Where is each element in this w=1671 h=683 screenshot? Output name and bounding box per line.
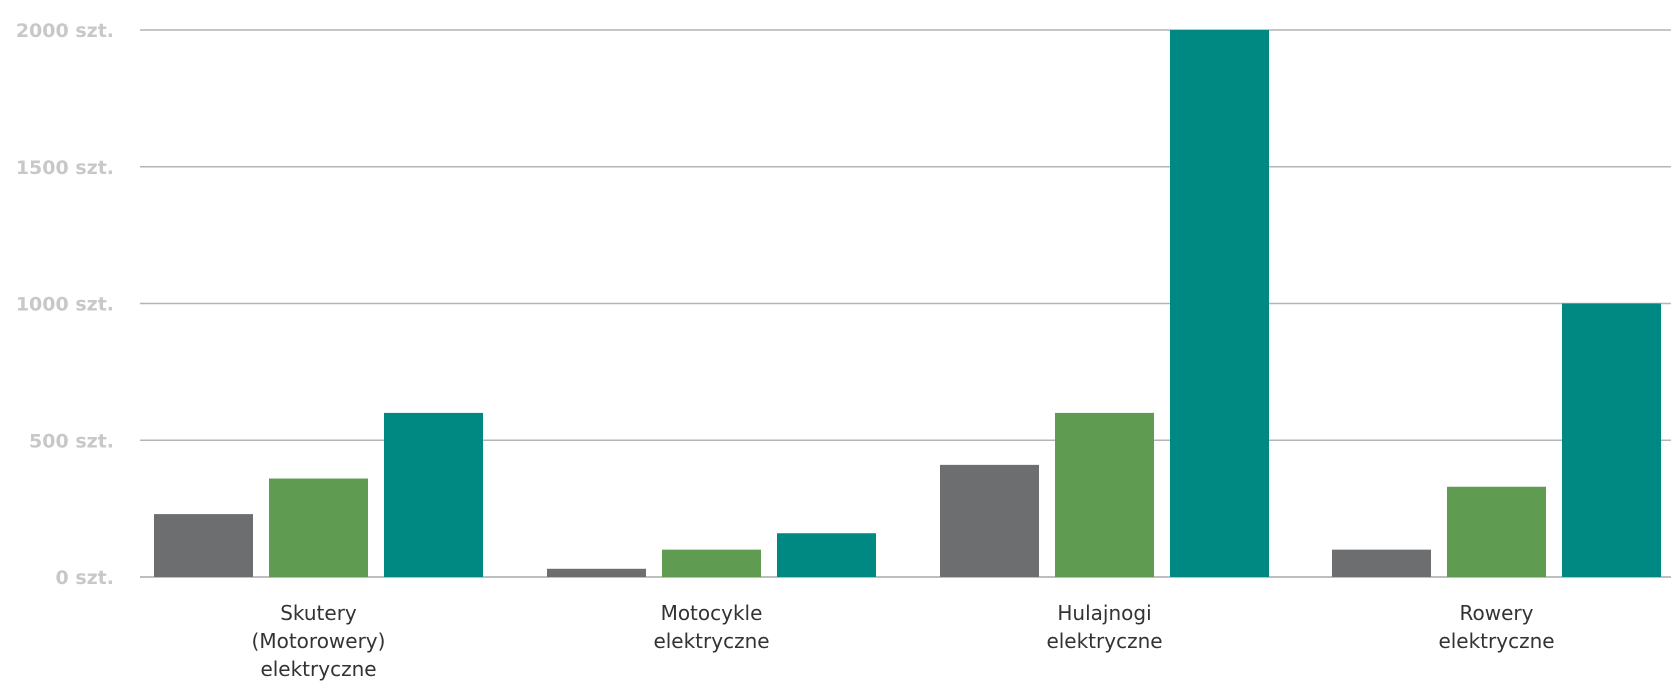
bar-category-1-series-3 <box>384 412 483 577</box>
bar-category-1-series-2 <box>269 478 368 577</box>
y-tick-label-500: 500 szt. <box>29 430 114 452</box>
x-category-label-2: Motocykle elektryczne <box>653 601 769 653</box>
bars <box>154 30 1661 577</box>
bar-category-2-series-1 <box>547 568 646 577</box>
y-axis-labels: 0 szt. 500 szt. 1000 szt. 1500 szt. 2000 szt… <box>16 20 114 589</box>
x-axis-labels: Skutery (Motorowery) elektryczne Motocykle e… <box>252 601 1555 681</box>
bar-category-2-series-2 <box>662 549 761 577</box>
bar-category-3-series-1 <box>940 464 1039 577</box>
bar-category-4-series-3 <box>1562 303 1661 577</box>
bar-category-2-series-3 <box>777 533 876 577</box>
x-category-label-4: Rowery elektryczne <box>1438 601 1554 653</box>
bar-category-1-series-1 <box>154 514 253 577</box>
y-tick-label-0: 0 szt. <box>55 567 114 589</box>
y-tick-label-1000: 1000 szt. <box>16 294 114 316</box>
x-category-label-1: Skutery (Motorowery) elektryczne <box>252 601 386 681</box>
y-tick-label-2000: 2000 szt. <box>16 20 114 42</box>
bar-category-3-series-3 <box>1170 30 1269 577</box>
y-tick-label-1500: 1500 szt. <box>16 157 114 179</box>
bar-category-3-series-2 <box>1055 412 1154 577</box>
bar-category-4-series-2 <box>1447 486 1546 577</box>
x-category-label-3: Hulajnogi elektryczne <box>1046 601 1162 653</box>
bar-category-4-series-1 <box>1332 549 1431 577</box>
gridlines <box>140 29 1671 578</box>
